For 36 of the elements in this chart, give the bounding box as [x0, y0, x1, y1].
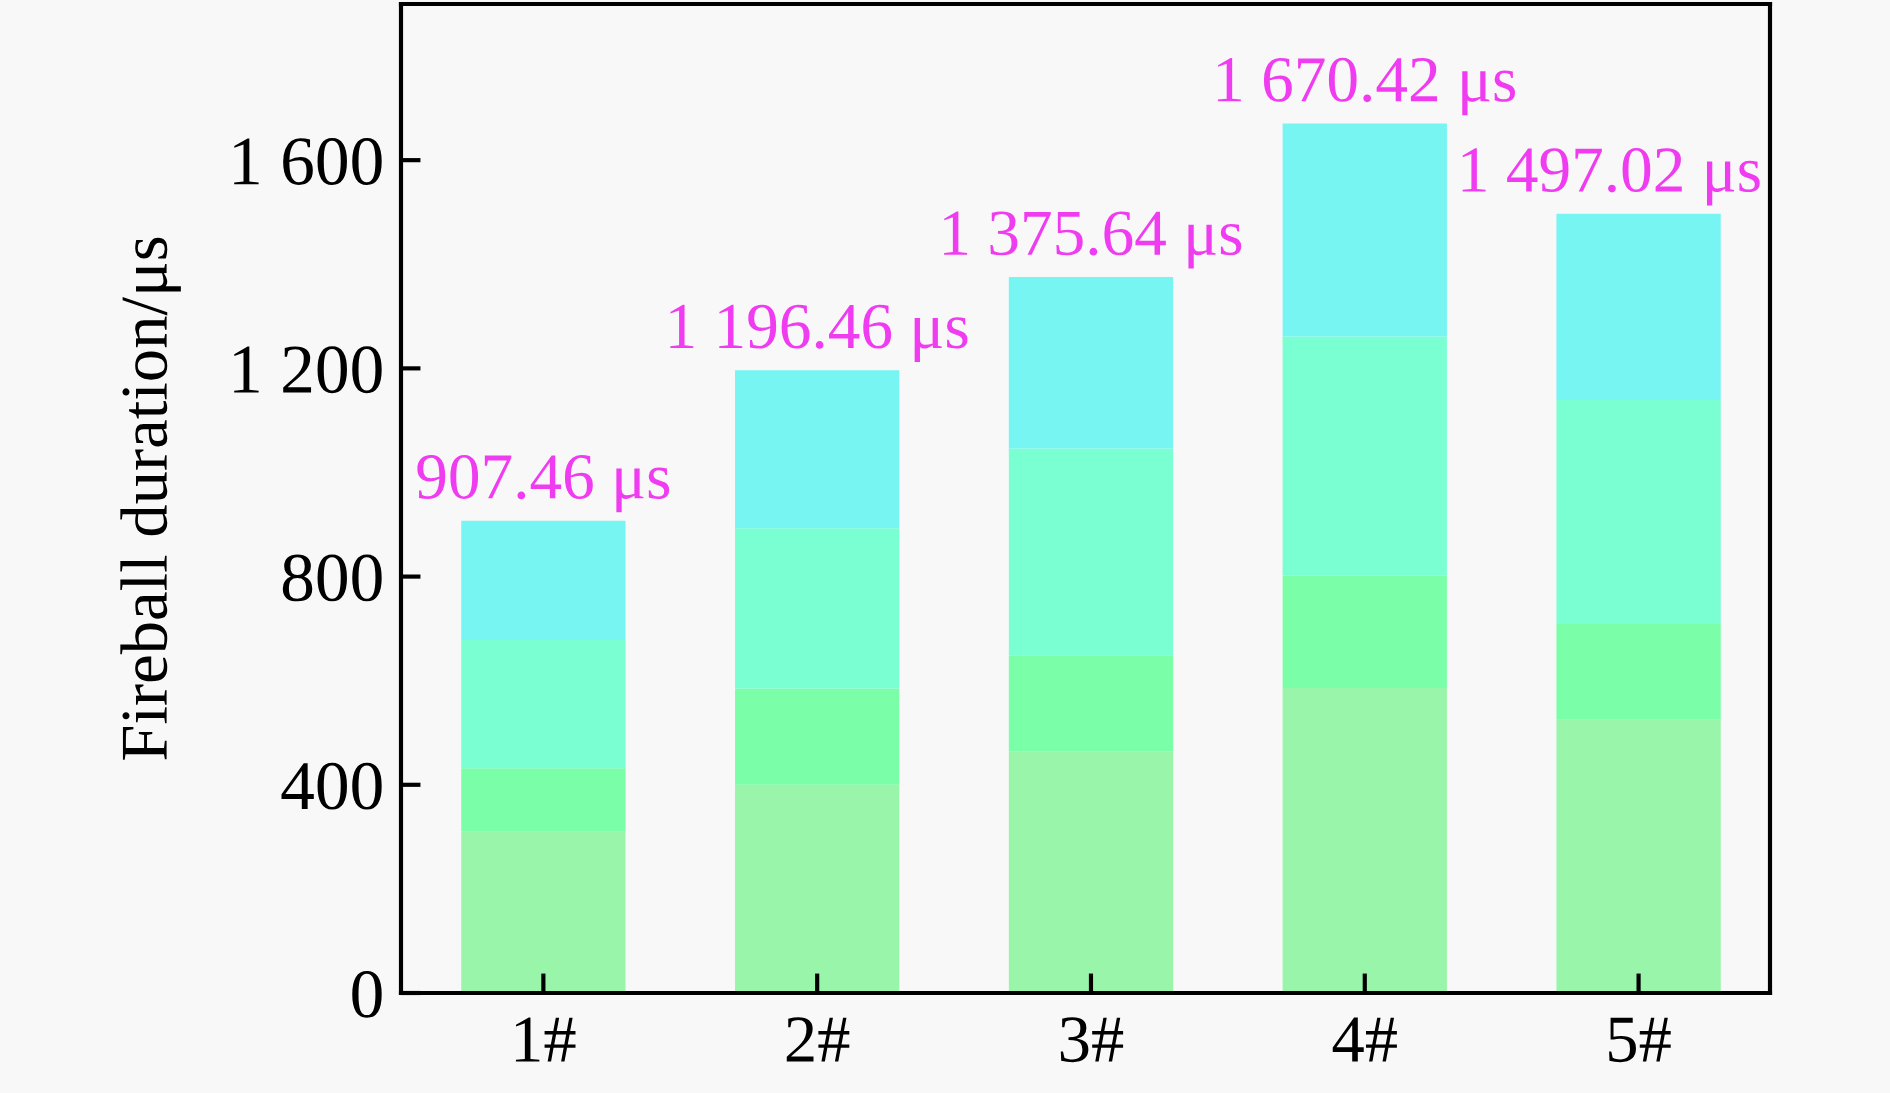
y-tick-label: 400 — [281, 762, 382, 810]
total-label: 1 375.64 μs — [944, 211, 1242, 269]
bar — [735, 370, 900, 529]
bar — [1008, 655, 1174, 752]
y-tick-label: 800 — [282, 554, 382, 602]
total-label: 1 670.42 μs — [1217, 57, 1516, 116]
bar — [1282, 687, 1447, 993]
total-label: 1 497.02 μs — [1462, 148, 1760, 206]
x-tick-label: 5# — [1609, 1017, 1671, 1063]
bar — [1282, 575, 1447, 688]
bar — [1556, 213, 1721, 401]
bar — [1008, 448, 1174, 656]
bar — [1556, 400, 1721, 624]
x-tick-label: 2# — [786, 1017, 850, 1062]
bar — [461, 520, 626, 641]
x-tick-label: 1# — [515, 1017, 576, 1062]
bar — [1008, 751, 1174, 993]
bar — [735, 528, 900, 689]
bar — [1282, 123, 1447, 337]
bar — [1008, 276, 1174, 449]
x-tick-label: 4# — [1332, 1017, 1397, 1062]
y-axis-title: Fireball duration/μs — [120, 237, 181, 760]
x-tick-label: 3# — [1060, 1017, 1124, 1063]
bar — [461, 640, 626, 769]
bar — [1556, 719, 1721, 993]
bar — [1282, 336, 1447, 576]
bar — [461, 831, 626, 993]
y-tick-label: 0 — [352, 970, 382, 1018]
y-tick-label: 1 600 — [234, 138, 382, 185]
bar — [1556, 623, 1721, 720]
total-label: 907.46 μs — [417, 454, 670, 513]
total-label: 1 196.46 μs — [670, 304, 968, 362]
bar — [461, 768, 626, 832]
bar — [735, 784, 900, 993]
bar — [735, 688, 900, 785]
y-tick-label: 1 200 — [234, 346, 382, 394]
